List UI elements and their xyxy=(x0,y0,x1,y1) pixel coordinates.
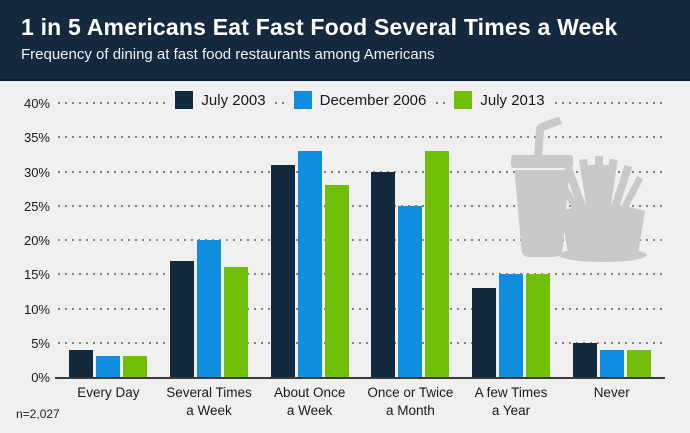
category-label: Never xyxy=(593,385,630,400)
legend-swatch-icon xyxy=(454,91,473,109)
category-label: Once or Twice a Month xyxy=(367,385,454,418)
legend-label: July 2013 xyxy=(480,91,545,109)
bar-december-2006 xyxy=(197,240,221,377)
fries xyxy=(556,156,644,217)
y-tick-label: 40% xyxy=(23,96,50,111)
legend-swatch-icon xyxy=(175,91,194,109)
gridline-35 xyxy=(58,136,662,139)
bar-groups xyxy=(58,103,662,377)
gridline-30 xyxy=(58,170,662,173)
cup-body xyxy=(514,170,570,257)
y-tick-label: 35% xyxy=(23,130,50,146)
bar-july-2013 xyxy=(324,185,349,377)
bar-july-2003 xyxy=(572,342,597,377)
bar-july-2003 xyxy=(270,164,295,377)
bar-july-2013 xyxy=(425,150,450,377)
legend-item: December 2006 xyxy=(287,91,433,109)
carton-base xyxy=(559,248,647,262)
gridline-25 xyxy=(58,204,662,207)
page-subtitle: Frequency of dining at fast food restaur… xyxy=(21,46,435,64)
bar-december-2006 xyxy=(96,356,121,377)
bar-group xyxy=(58,103,159,377)
bar-group xyxy=(461,103,562,377)
bar-group xyxy=(561,103,662,377)
bar-group xyxy=(159,103,260,377)
bar-group xyxy=(259,103,360,377)
bar-group xyxy=(360,103,461,377)
cup-lid xyxy=(511,155,573,168)
legend-item: July 2013 xyxy=(448,91,551,109)
page-title: 1 in 5 Americans Eat Fast Food Several T… xyxy=(21,14,618,40)
y-tick-label: 25% xyxy=(23,198,50,214)
legend: July 2003 December 2006 July 2013 xyxy=(58,91,662,109)
plot: 0% 5% 10% 15% 20% 25% 30% 35% 40% xyxy=(24,96,665,385)
gridline-15 xyxy=(58,273,662,276)
bar-july-2003 xyxy=(371,171,396,377)
category-labels: Every Day Several Times a Week About Once … xyxy=(58,384,662,419)
bar-december-2006 xyxy=(599,349,624,377)
bar-july-2003 xyxy=(69,349,94,377)
bar-december-2006 xyxy=(297,150,322,377)
bar-july-2013 xyxy=(224,267,248,377)
legend-label: July 2003 xyxy=(201,91,266,109)
category-label: About Once a Week xyxy=(274,385,346,418)
bar-july-2003 xyxy=(170,260,194,377)
legend-label: December 2006 xyxy=(319,91,427,109)
bar-july-2013 xyxy=(123,356,148,377)
legend-item: July 2003 xyxy=(169,91,272,109)
chart-area: July 2003 December 2006 July 2013 xyxy=(0,83,690,433)
y-tick-label: 30% xyxy=(23,164,50,180)
y-tick-label: 5% xyxy=(31,335,50,351)
fries-carton xyxy=(561,204,645,259)
bar-december-2006 xyxy=(398,205,423,377)
gridline-10 xyxy=(58,307,662,310)
category-label: A few Times a Year xyxy=(474,385,548,418)
category-label: Every Day xyxy=(77,385,140,400)
y-tick-label: 15% xyxy=(23,267,50,283)
y-tick-label: 10% xyxy=(23,301,50,317)
x-axis-line xyxy=(55,377,665,379)
straw xyxy=(534,116,562,159)
legend-swatch-icon xyxy=(293,91,312,109)
sample-size-note: n=2,027 xyxy=(16,407,60,421)
y-tick-label: 20% xyxy=(23,233,50,248)
bar-july-2003 xyxy=(472,287,497,377)
category-label: Several Times a Week xyxy=(166,385,252,418)
header: 1 in 5 Americans Eat Fast Food Several T… xyxy=(0,0,690,81)
bar-july-2013 xyxy=(526,274,551,377)
cup-and-fries-icon xyxy=(511,116,647,262)
y-tick-label: 0% xyxy=(31,370,50,385)
bar-december-2006 xyxy=(499,274,524,377)
bar-july-2013 xyxy=(626,349,651,377)
gridline-5 xyxy=(58,341,662,344)
gridline-20 xyxy=(58,239,662,241)
